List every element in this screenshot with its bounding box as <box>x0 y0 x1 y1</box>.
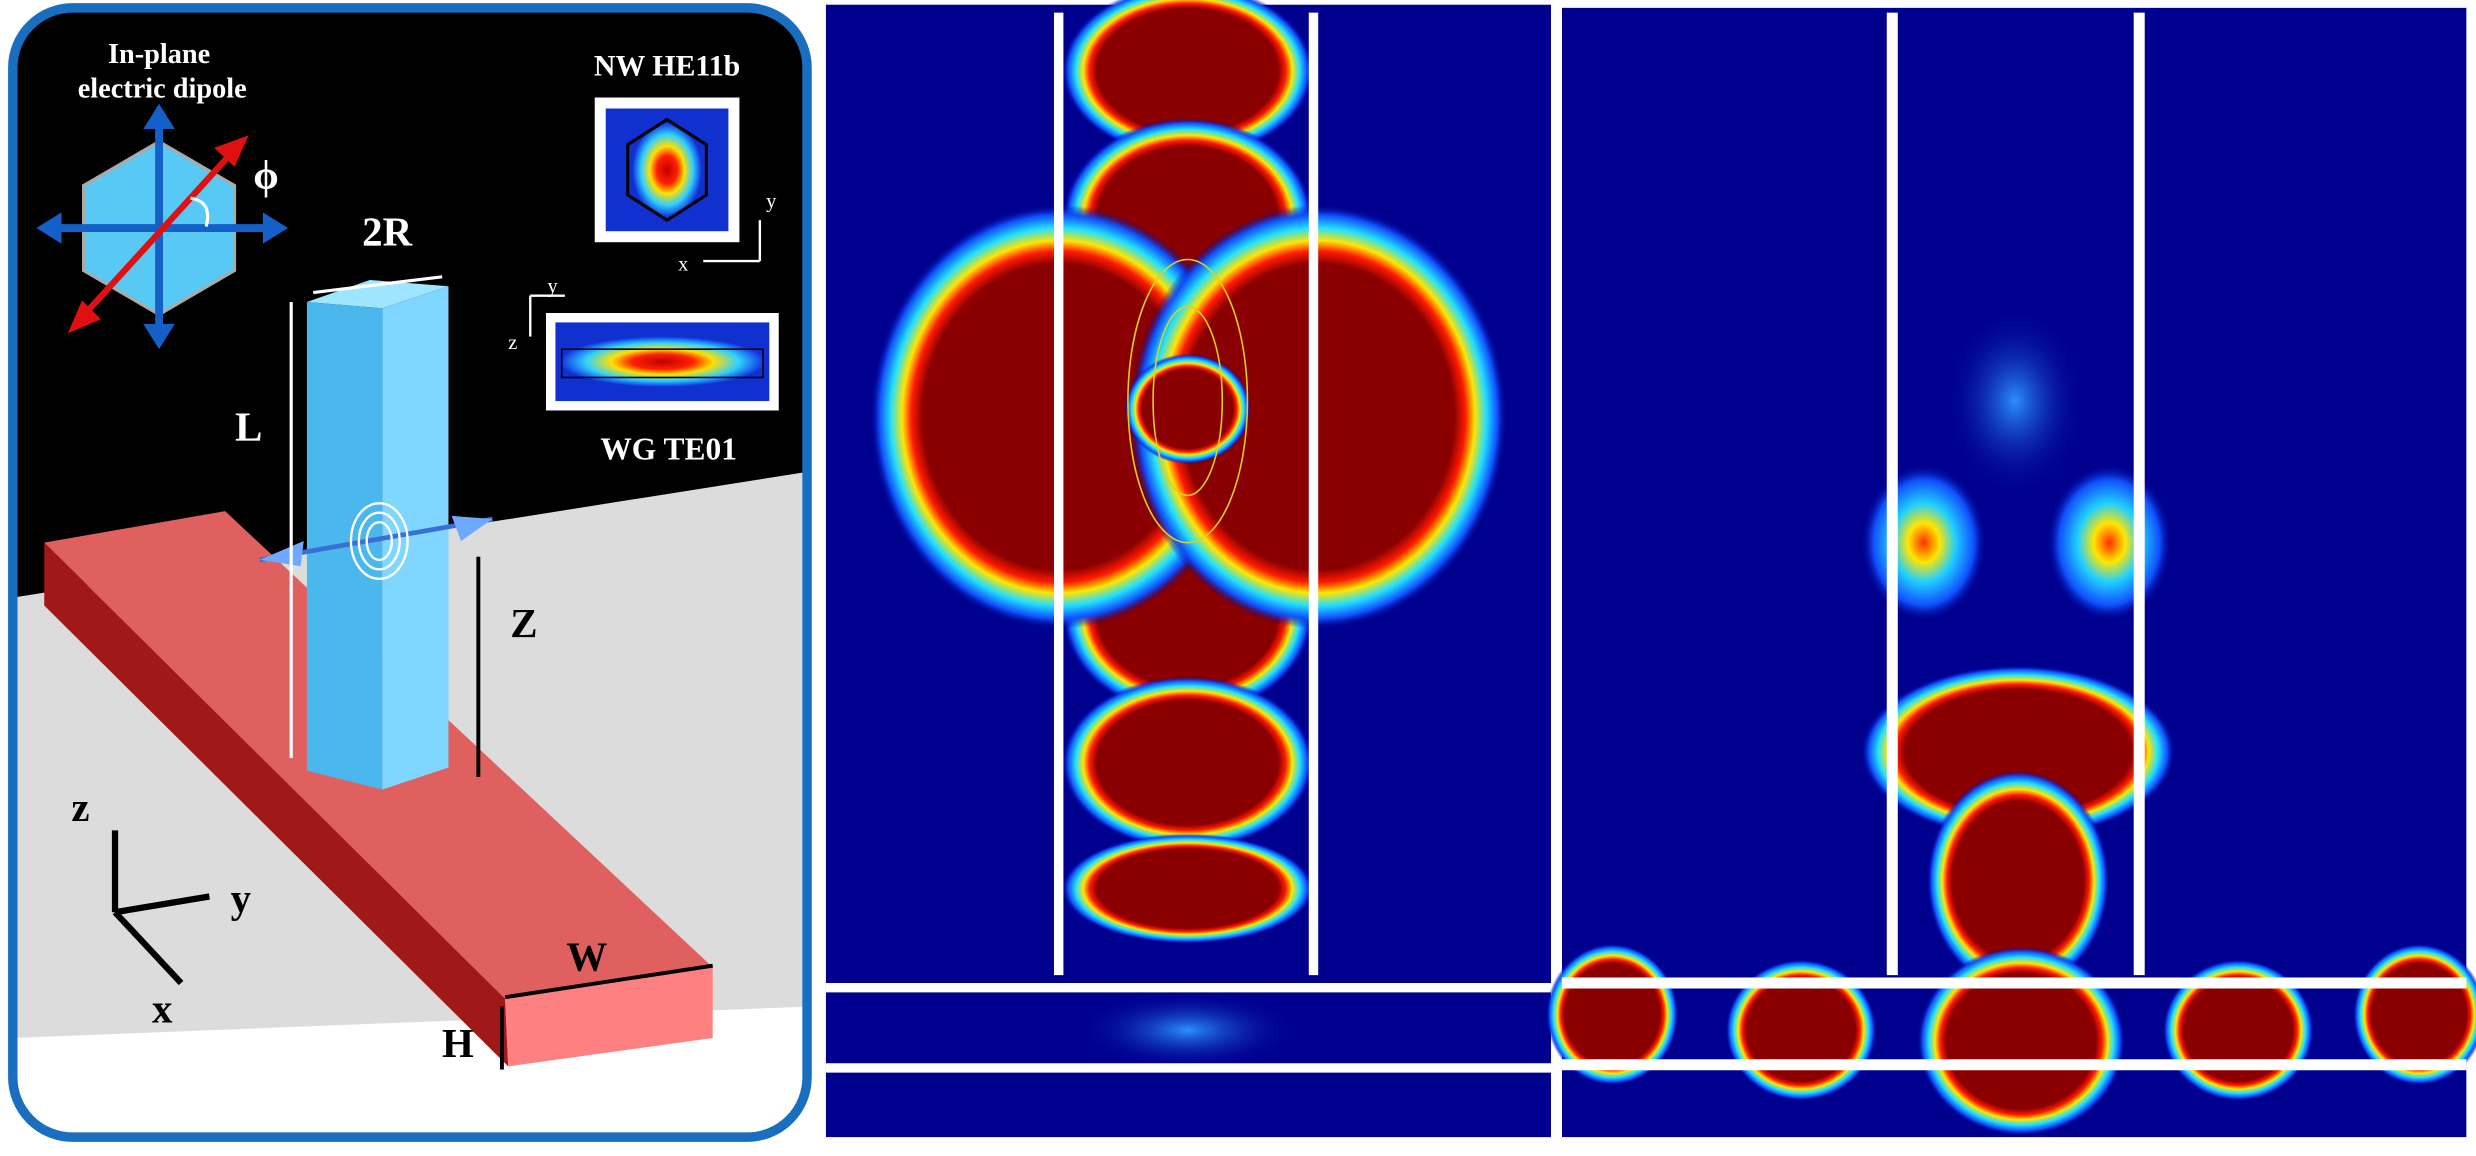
axis-label: y <box>231 876 252 921</box>
width-label: W <box>566 934 607 979</box>
axis-label: y <box>766 191 777 213</box>
field-lobe <box>1127 258 1249 544</box>
axis-label: y <box>548 276 559 298</box>
dipole-label: In-plane <box>108 39 210 70</box>
axis-label: z <box>71 785 89 830</box>
field-lobe <box>1926 770 2110 991</box>
field-lobe <box>1944 306 2086 496</box>
field-lobe <box>1061 676 1314 850</box>
angle-label: ϕ <box>253 153 279 198</box>
schematic: In-plane electric dipole ϕ 2R NW HE11b y… <box>8 3 812 1142</box>
field-lobe <box>1061 833 1314 944</box>
field-lobe <box>1061 0 1314 158</box>
axis-label: x <box>678 254 688 276</box>
field-lobe <box>2046 463 2173 622</box>
axis-label: z <box>508 332 517 354</box>
axis-label: x <box>152 986 173 1031</box>
dipole-label: electric dipole <box>78 74 247 105</box>
field-lobe <box>1917 946 2126 1136</box>
nw-mode-label: NW HE11b <box>594 49 740 82</box>
field-map <box>1546 7 2476 1138</box>
radius-label: 2R <box>362 209 412 254</box>
length-label: L <box>235 404 262 449</box>
wg-mode-label: WG TE01 <box>600 431 737 466</box>
field-lobe <box>1860 463 1987 622</box>
thickness-label: H <box>442 1021 474 1066</box>
field-lobe <box>1077 990 1298 1070</box>
field-lobe <box>1860 665 2176 839</box>
field-lobe <box>1152 305 1224 497</box>
field-map <box>825 0 1551 1138</box>
height-label: Z <box>510 601 537 646</box>
field-lobe <box>1124 353 1251 464</box>
